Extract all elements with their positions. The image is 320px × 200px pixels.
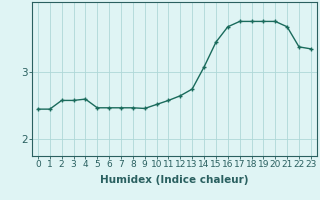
X-axis label: Humidex (Indice chaleur): Humidex (Indice chaleur) bbox=[100, 175, 249, 185]
